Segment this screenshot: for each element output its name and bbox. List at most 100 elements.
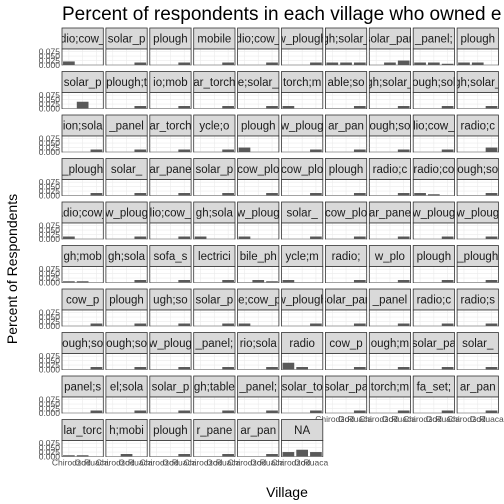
facet-strip-label: cow_plo: [281, 164, 323, 176]
facet-panel: ar_torch: [193, 71, 236, 109]
facet-strip-label: sofa_s: [154, 251, 188, 263]
facet-panel: ough;so: [368, 114, 411, 153]
y-tick-label: 0.075: [39, 395, 61, 405]
facet-panel: solar_p: [105, 27, 148, 66]
facet-panel: el;sola: [105, 375, 148, 414]
facet-panel: w_ploug: [412, 201, 455, 240]
facet-panel: solar_p: [149, 375, 192, 414]
bar: [427, 62, 440, 65]
bar: [310, 62, 322, 65]
facet-panel: gh;solar_: [324, 27, 368, 66]
facet-strip-label: able;so: [328, 77, 365, 89]
y-tick-label: 0.000: [39, 278, 61, 288]
bar: [441, 236, 454, 239]
facet-strip-label: e;solar_: [238, 77, 280, 89]
facet-strip-label: plough: [417, 251, 452, 263]
facet-strip-label: cow_plo: [325, 208, 367, 220]
bar: [120, 454, 133, 457]
facet-panel: plough: [456, 27, 499, 66]
y-tick-label: 0.000: [39, 452, 61, 462]
facet-panel: radio;co: [412, 158, 455, 196]
facet-strip-label: plough: [109, 295, 144, 307]
facet-panel: w_plough: [277, 288, 327, 327]
x-tick-label: Ruaca: [84, 458, 109, 468]
bar: [397, 60, 410, 65]
facet-strip-label: plough: [153, 34, 188, 46]
y-tick-label: 0.050: [39, 182, 61, 192]
facet-strip-label: plough: [153, 425, 188, 437]
bar: [485, 147, 498, 152]
facet-panel: solar_p: [193, 158, 236, 196]
bar: [427, 194, 440, 196]
bar: [266, 193, 278, 196]
facet-panel: ough;so: [105, 332, 148, 370]
facet-panel: ough;m: [368, 332, 411, 370]
facet-strip-label: gh;sola: [108, 251, 146, 263]
bar: [397, 236, 410, 239]
y-tick-label: 0.000: [39, 321, 61, 331]
bar: [471, 62, 484, 65]
facet-strip-label: w_plough: [277, 295, 327, 307]
facet-strip-label: cow_plo: [237, 164, 279, 176]
facet-strip-label: adio;cow_p: [229, 34, 287, 46]
y-tick-label: 0.050: [39, 443, 61, 453]
facet-panel: ough;sol: [412, 71, 455, 109]
y-tick-label: 0.075: [39, 47, 61, 57]
y-tick-label: 0.000: [39, 234, 61, 244]
facet-strip-label: torch;m: [371, 382, 409, 394]
bar: [397, 149, 410, 152]
facet-strip-label: h;mobi: [109, 425, 144, 437]
facet-panel: ar_pane: [368, 201, 411, 240]
y-tick-label: 0.000: [39, 365, 61, 375]
facet-panel: w_plo: [368, 245, 411, 283]
y-tick-label: 0.075: [39, 177, 61, 187]
bar: [222, 106, 234, 109]
facet-strip-label: ar_pan: [460, 382, 496, 394]
x-tick-label: Chirodzo: [315, 414, 349, 424]
bar: [63, 61, 75, 65]
bar: [266, 454, 278, 457]
y-tick-label: 0.000: [39, 104, 61, 114]
facet-strip-label: w_ploug: [148, 338, 192, 350]
facet-strip-label: plough: [460, 34, 495, 46]
facet-panel: plough: [105, 288, 148, 327]
facet-strip-label: w_plough: [277, 34, 327, 46]
facet-strip-label: le;cow_p: [236, 295, 281, 307]
y-tick-label: 0.025: [39, 360, 61, 370]
facet-strip-label: r_pane: [196, 425, 232, 437]
bar: [266, 367, 278, 370]
facet-strip-label: radio;c: [460, 121, 495, 133]
y-tick-label: 0.050: [39, 399, 61, 409]
facet-panel: w_ploug: [105, 201, 148, 240]
bar: [222, 280, 234, 283]
facet-strip-label: w_ploug: [455, 208, 499, 220]
bar: [384, 62, 396, 65]
bar: [178, 236, 191, 239]
facet-panel: plough: [324, 158, 368, 196]
bar: [485, 410, 498, 413]
facet-strip-label: rio;sola: [240, 338, 278, 350]
facet-panel: radio;s: [456, 288, 499, 327]
bar: [90, 149, 103, 152]
bar: [353, 410, 366, 413]
bar: [222, 367, 234, 370]
bar: [134, 62, 147, 65]
y-tick-label: 0.075: [39, 134, 61, 144]
bar: [178, 62, 191, 65]
facet-strip-label: solar_: [462, 338, 494, 350]
facet-strip-label: ar_pane: [369, 208, 411, 220]
facet-strip-label: NA: [294, 425, 310, 437]
facet-strip-label: ar_pan: [328, 121, 364, 133]
bar: [441, 149, 454, 152]
bar: [238, 236, 251, 239]
bar: [76, 281, 89, 283]
bar: [222, 62, 234, 65]
bar: [326, 62, 339, 65]
